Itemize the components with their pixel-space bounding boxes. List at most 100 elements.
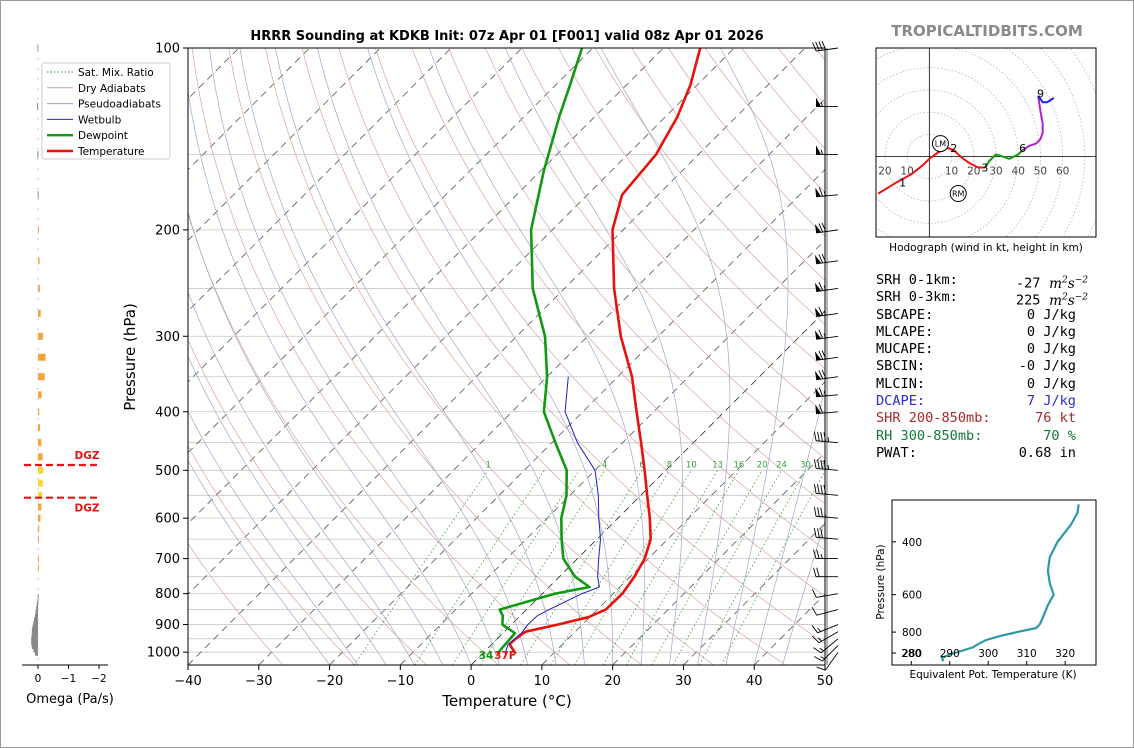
- omega-bar: [38, 535, 39, 543]
- omega-bar: [38, 257, 40, 265]
- omega-bar: [31, 642, 38, 650]
- pseudoadiabat: [188, 459, 330, 665]
- omega-bar: [34, 613, 38, 621]
- wind-barb-staff: [816, 536, 839, 540]
- wind-barb-feather: [818, 281, 824, 291]
- pseudoadiabat: [188, 410, 359, 665]
- wind-barb-staff: [816, 47, 839, 52]
- wind-barb-feather: [823, 484, 827, 495]
- hodograph-ring-label: 20: [967, 166, 980, 178]
- wind-barb-feather: [818, 329, 824, 339]
- theta-e-x-tick-label: 300: [978, 648, 998, 660]
- wind-barb: [813, 638, 839, 654]
- mixing-ratio-label: 8: [667, 460, 672, 470]
- pseudoadiabat: [367, 48, 614, 665]
- mixing-ratio-label: 1: [485, 460, 490, 470]
- wind-barb-staff: [820, 638, 839, 654]
- wind-barb-feather: [811, 635, 820, 644]
- y-tick-label: 700: [155, 552, 180, 567]
- pseudoadiabat: [275, 48, 557, 665]
- theta-e-y-label: Pressure (hPa): [875, 544, 887, 619]
- wind-barb: [816, 651, 839, 671]
- legend-item-label: Temperature: [77, 146, 145, 158]
- wind-barb-feather: [818, 41, 823, 51]
- hodograph-height-label: 1: [899, 177, 906, 190]
- isotherm: [683, 522, 825, 665]
- mixing-ratio-label: 24: [776, 460, 787, 470]
- theta-e-x-tick-label: 320: [1055, 648, 1075, 660]
- legend-item-label: Dewpoint: [78, 130, 128, 142]
- stat-row: MLCAPE: 0 J/kg: [876, 324, 1106, 341]
- hodograph-ring-label: 20: [878, 166, 891, 178]
- wind-barb: [812, 40, 839, 52]
- omega-panel: 0 −1 −2 DGZ DGZ Omega (Pa/s): [22, 44, 114, 707]
- omega-bar: [38, 466, 44, 474]
- wind-barb: [814, 350, 839, 361]
- y-tick-label: 500: [155, 464, 180, 479]
- y-tick-label: 900: [155, 618, 180, 633]
- mixing-ratio-line: [672, 470, 782, 665]
- omega-bar: [37, 103, 39, 111]
- wind-barb-flag: [814, 282, 822, 292]
- omega-bar: [38, 309, 41, 317]
- omega-tick-label: −2: [91, 673, 106, 685]
- omega-bar: [31, 628, 38, 636]
- stat-row: SRH 0-1km: -27 m2s−2: [876, 272, 1106, 292]
- omega-bar: [38, 373, 45, 381]
- wind-barb-feather: [811, 588, 817, 598]
- mixing-ratio-line: [479, 470, 606, 665]
- stat-value: 70 %: [1043, 427, 1076, 444]
- stats-panel: SRH 0-1km: -27 m2s−2 SRH 0-3km: 225 m2s−2 SB…: [876, 272, 1106, 462]
- dry-adiabat: [521, 48, 825, 414]
- wind-barb-feather: [813, 506, 817, 517]
- legend-item-label: Dry Adiabats: [78, 83, 146, 95]
- pseudoadiabat: [239, 48, 529, 665]
- stat-row: RH 300-850mb: 70 %: [876, 428, 1106, 445]
- wind-barb-flag: [814, 370, 822, 380]
- wind-barb: [815, 404, 839, 415]
- wind-barb-feather: [821, 222, 827, 232]
- hodograph-trace: [984, 149, 1024, 169]
- dry-adiabat: [411, 48, 825, 551]
- omega-bar: [38, 353, 46, 361]
- stat-label: MLCAPE:: [876, 323, 934, 340]
- stat-row: SRH 0-3km: 225 m2s−2: [876, 289, 1106, 309]
- dgz-label: DGZ: [75, 450, 100, 462]
- wind-barb-flag: [816, 145, 821, 155]
- mixing-ratio-line: [452, 470, 580, 665]
- wind-barb: [811, 606, 839, 616]
- wind-barb-half-feather: [823, 285, 827, 291]
- stat-row: SBCIN: -0 J/kg: [876, 358, 1106, 375]
- y-tick-label: 400: [155, 405, 180, 420]
- dry-adiabat: [188, 338, 427, 665]
- wind-barb-half-feather: [818, 637, 823, 642]
- x-tick-label: 10: [534, 674, 551, 689]
- hodograph-height-label: 2: [950, 142, 957, 155]
- y-tick-label: 600: [155, 512, 180, 527]
- wind-barb-feather: [814, 656, 823, 662]
- wind-barb-feather: [818, 370, 824, 380]
- series-dewpoint: [496, 48, 591, 655]
- omega-bar: [35, 609, 38, 617]
- wind-barb-feather: [818, 404, 823, 414]
- wind-barb-feather: [823, 432, 827, 442]
- isotherm: [188, 48, 735, 595]
- omega-bar: [36, 606, 38, 614]
- mixing-ratio-label: 6: [639, 460, 644, 470]
- theta-e-y-tick-label: 400: [902, 537, 922, 549]
- stat-unit: m2s−2: [1040, 275, 1088, 292]
- dry-adiabat: [301, 48, 786, 665]
- y-tick-label: 100: [155, 42, 180, 57]
- x-tick-label: −10: [387, 674, 414, 689]
- wind-barb-flag: [816, 97, 821, 107]
- hodograph-ring-label: 30: [989, 166, 1002, 178]
- wind-barb-staff: [816, 609, 839, 616]
- wind-barb: [814, 329, 839, 340]
- stat-row: MLCIN: 0 J/kg: [876, 376, 1106, 393]
- wind-barb-staff: [816, 440, 839, 444]
- stat-value: -27 m2s−2: [1016, 272, 1088, 293]
- mixing-ratio-line: [550, 470, 670, 665]
- omega-bar: [38, 525, 40, 533]
- wind-barb: [814, 369, 839, 381]
- stat-value: 76 kt: [1035, 410, 1076, 427]
